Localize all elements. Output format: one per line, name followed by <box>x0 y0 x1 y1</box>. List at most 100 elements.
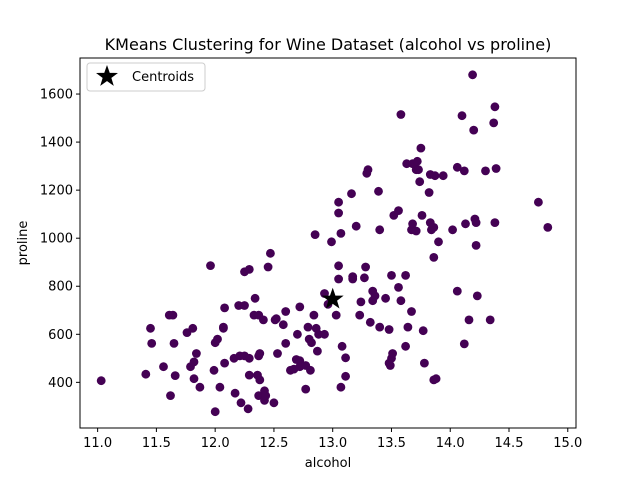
data-point <box>255 349 265 358</box>
data-point <box>415 177 425 187</box>
legend-label-centroids: Centroids <box>132 70 194 85</box>
data-point <box>351 221 361 231</box>
x-tick-label: 13.0 <box>318 436 347 451</box>
data-point <box>365 317 375 327</box>
data-point <box>281 307 291 316</box>
data-point <box>189 374 199 384</box>
data-point <box>293 329 302 339</box>
data-point <box>429 253 439 262</box>
data-point <box>341 353 350 363</box>
data-point <box>374 186 383 196</box>
data-point <box>269 398 279 408</box>
data-point <box>434 237 443 247</box>
data-point <box>306 365 315 375</box>
data-point <box>263 262 273 272</box>
data-point <box>313 346 322 356</box>
data-point <box>336 229 346 238</box>
data-point <box>220 303 230 313</box>
data-point <box>168 310 178 320</box>
data-point <box>360 273 369 283</box>
data-point <box>273 349 282 358</box>
data-point <box>414 165 423 175</box>
data-point <box>334 208 343 218</box>
data-point <box>210 407 220 417</box>
data-point <box>266 248 275 258</box>
data-point <box>416 143 426 153</box>
plot-frame <box>79 57 577 429</box>
data-point <box>401 341 410 351</box>
x-tick-label: 14.0 <box>436 436 465 451</box>
data-point <box>429 223 439 232</box>
legend-star-icon <box>96 64 118 86</box>
data-point <box>401 271 410 280</box>
data-point <box>209 365 219 375</box>
data-point <box>424 188 434 197</box>
data-point <box>438 171 448 181</box>
x-tick-label: 15.0 <box>553 436 582 451</box>
data-point <box>448 225 457 235</box>
data-point <box>394 206 403 216</box>
x-tick-label: 11.0 <box>83 436 112 451</box>
x-tick-label: 11.5 <box>142 436 171 451</box>
data-point <box>464 315 474 325</box>
data-point <box>452 286 462 296</box>
data-point <box>459 339 469 349</box>
data-point <box>195 382 205 392</box>
data-point <box>412 156 422 166</box>
data-point <box>220 358 230 368</box>
data-point <box>170 371 180 380</box>
data-point <box>394 283 403 292</box>
data-point <box>485 315 495 325</box>
data-point <box>147 339 157 348</box>
y-tick-label: 1600 <box>40 88 73 103</box>
data-point <box>334 274 343 284</box>
data-point <box>146 323 155 333</box>
data-point <box>255 375 265 385</box>
data-point <box>192 349 201 358</box>
points-layer <box>96 70 553 417</box>
data-point <box>417 211 427 220</box>
data-point <box>347 189 356 199</box>
data-point <box>396 110 406 119</box>
data-point <box>261 391 271 400</box>
data-point <box>278 320 288 330</box>
data-point <box>461 219 470 229</box>
centroid-star-icon <box>321 287 344 309</box>
data-point <box>295 302 305 312</box>
data-point <box>385 361 395 370</box>
data-point <box>361 262 370 272</box>
data-point <box>420 358 429 368</box>
data-point <box>468 70 477 80</box>
data-point <box>355 310 365 320</box>
data-point <box>387 271 396 280</box>
data-point <box>396 296 406 306</box>
data-point <box>370 291 380 301</box>
data-point <box>430 171 440 181</box>
x-tick-label: 14.5 <box>495 436 524 451</box>
data-point <box>244 265 254 274</box>
y-tick-label: 600 <box>48 328 73 343</box>
data-point <box>96 376 106 386</box>
data-point <box>141 369 151 379</box>
data-point <box>219 322 228 332</box>
x-axis-label: alcohol <box>305 456 351 471</box>
data-point <box>337 341 347 351</box>
data-point <box>236 398 246 408</box>
data-point <box>310 230 320 240</box>
data-point <box>384 325 394 334</box>
data-point <box>490 218 500 228</box>
data-point <box>309 310 319 320</box>
data-point <box>543 223 553 232</box>
data-point <box>375 322 385 332</box>
data-point <box>334 261 343 271</box>
data-point <box>418 326 428 336</box>
centroid-layer <box>321 287 344 309</box>
data-point <box>320 329 329 339</box>
y-tick-label: 1400 <box>40 136 73 151</box>
x-axis-ticks: 11.0 11.5 12.0 12.5 13.0 13.5 14.0 14.5 15.0 <box>83 428 582 451</box>
data-point <box>411 226 421 236</box>
data-point <box>356 297 366 307</box>
x-tick-label: 13.5 <box>377 436 406 451</box>
data-point <box>281 339 291 348</box>
